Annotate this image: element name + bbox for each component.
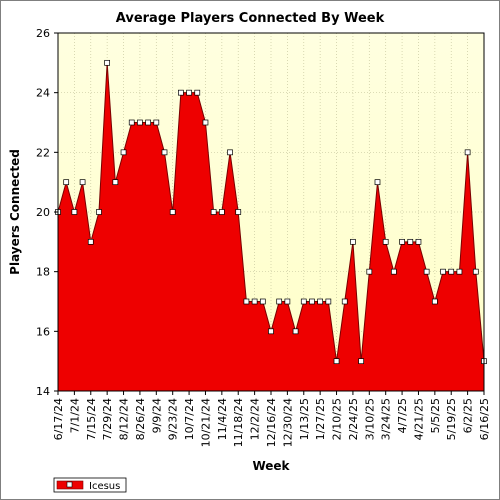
data-point bbox=[456, 268, 463, 275]
data-point bbox=[137, 119, 143, 126]
x-tick-label: 9/9/24 bbox=[150, 398, 163, 433]
x-tick-label: 4/21/25 bbox=[412, 398, 425, 440]
data-point bbox=[350, 238, 356, 245]
y-tick-label: 22 bbox=[36, 146, 50, 159]
x-axis: 6/17/24 7/1/24 7/15/24 7/29/24 8/12/24 8/26/2… bbox=[52, 391, 491, 447]
data-point bbox=[333, 358, 340, 365]
y-tick-label: 18 bbox=[36, 266, 50, 279]
y-axis-label: Players Connected bbox=[8, 149, 22, 275]
x-tick-label: 7/1/24 bbox=[68, 398, 81, 433]
data-point bbox=[63, 179, 70, 186]
x-tick-label: 3/24/25 bbox=[380, 398, 393, 440]
data-point bbox=[309, 298, 315, 305]
data-point bbox=[71, 209, 78, 215]
data-point bbox=[178, 89, 184, 96]
data-point bbox=[153, 119, 160, 126]
x-tick-label: 11/4/24 bbox=[216, 398, 229, 440]
legend: Icesus bbox=[53, 477, 127, 493]
x-tick-label: 12/30/24 bbox=[281, 398, 294, 447]
x-tick-label: 6/17/24 bbox=[52, 398, 65, 440]
y-axis: 14 16 18 20 22 24 26 bbox=[36, 27, 58, 398]
data-point bbox=[399, 238, 405, 245]
data-point bbox=[227, 149, 233, 156]
x-tick-label: 5/19/25 bbox=[445, 398, 458, 440]
series-area-fill bbox=[58, 62, 484, 391]
data-point bbox=[251, 298, 258, 305]
data-point bbox=[423, 268, 430, 275]
data-point bbox=[448, 268, 455, 275]
x-tick-label: 6/16/25 bbox=[478, 398, 491, 440]
y-tick-label: 26 bbox=[36, 27, 50, 40]
data-point bbox=[120, 149, 127, 156]
legend-marker bbox=[66, 481, 73, 488]
x-tick-label: 7/15/24 bbox=[85, 398, 98, 440]
data-point bbox=[382, 238, 389, 245]
data-point bbox=[374, 179, 381, 186]
x-tick-label: 7/29/24 bbox=[101, 398, 114, 440]
x-tick-label: 2/10/25 bbox=[331, 398, 344, 440]
data-point bbox=[259, 298, 266, 305]
data-point bbox=[243, 298, 250, 305]
data-point bbox=[407, 238, 414, 245]
data-point bbox=[472, 268, 479, 275]
data-point bbox=[284, 298, 291, 305]
data-point bbox=[169, 209, 176, 215]
data-point bbox=[276, 298, 283, 305]
data-point bbox=[300, 298, 307, 305]
x-tick-label: 8/26/24 bbox=[134, 398, 147, 440]
data-point bbox=[341, 298, 348, 305]
data-point bbox=[112, 179, 119, 186]
data-point bbox=[161, 149, 168, 156]
data-point bbox=[292, 328, 299, 335]
x-tick-label: 4/7/25 bbox=[396, 398, 409, 433]
x-tick-label: 1/13/25 bbox=[298, 398, 311, 440]
x-tick-label: 12/16/24 bbox=[265, 398, 278, 447]
x-tick-label: 6/2/25 bbox=[462, 398, 475, 433]
y-tick-label: 14 bbox=[36, 385, 50, 398]
data-point bbox=[210, 209, 217, 215]
data-point bbox=[79, 179, 86, 186]
y-tick-label: 16 bbox=[36, 325, 50, 338]
data-point bbox=[464, 149, 471, 156]
data-point bbox=[366, 268, 373, 275]
x-tick-label: 8/12/24 bbox=[118, 398, 131, 440]
data-point bbox=[415, 238, 422, 245]
data-point bbox=[186, 89, 192, 96]
data-point bbox=[87, 238, 94, 245]
x-tick-label: 5/5/25 bbox=[429, 398, 442, 433]
data-point bbox=[194, 89, 201, 96]
x-tick-label: 12/2/24 bbox=[249, 398, 262, 440]
data-point bbox=[358, 358, 364, 365]
legend-label: Icesus bbox=[89, 481, 120, 492]
x-tick-label: 10/7/24 bbox=[183, 398, 196, 440]
data-point bbox=[268, 328, 274, 335]
data-point bbox=[202, 119, 209, 126]
x-tick-label: 1/27/25 bbox=[314, 398, 327, 440]
data-point bbox=[432, 298, 438, 305]
x-tick-label: 9/23/24 bbox=[167, 398, 180, 440]
data-point bbox=[391, 268, 397, 275]
chart-title: Average Players Connected By Week bbox=[116, 11, 385, 26]
x-axis-label: Week bbox=[252, 459, 290, 473]
data-point bbox=[219, 209, 225, 215]
data-point bbox=[96, 209, 102, 215]
y-tick-label: 20 bbox=[36, 206, 50, 219]
data-point bbox=[128, 119, 135, 126]
data-point bbox=[325, 298, 332, 305]
data-point bbox=[440, 268, 446, 275]
x-tick-label: 11/18/24 bbox=[232, 398, 245, 447]
data-point bbox=[317, 298, 323, 305]
y-tick-label: 24 bbox=[36, 87, 50, 100]
data-point bbox=[145, 119, 151, 126]
data-point bbox=[104, 59, 111, 66]
x-tick-label: 2/24/25 bbox=[347, 398, 360, 440]
x-tick-label: 3/10/25 bbox=[363, 398, 376, 440]
x-tick-label: 10/21/24 bbox=[199, 398, 212, 447]
data-point bbox=[235, 209, 242, 215]
